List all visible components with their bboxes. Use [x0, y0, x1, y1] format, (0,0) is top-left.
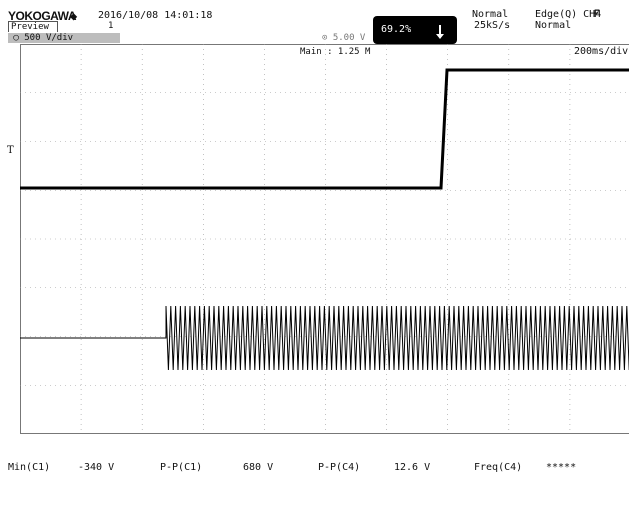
measure-label-1: Min(C1) [8, 462, 51, 473]
measurement-bar: Min(C1) -340 V P-P(C1) 680 V P-P(C4) 12.… [0, 462, 629, 476]
measure-value-4: ***** [546, 462, 577, 473]
waveform-display[interactable]: ≡ [20, 44, 629, 434]
channel-scale: 500 V/div [24, 33, 74, 43]
diamond-icon: ◆ [70, 9, 78, 23]
trigger-level-marker: T [7, 145, 14, 156]
measure-value-3: 12.6 V [394, 462, 431, 473]
channel-scale-bar[interactable]: ◯ 500 V/div [8, 33, 120, 43]
preview-tab[interactable]: Preview [8, 21, 58, 32]
graticule [20, 44, 629, 434]
trace-ch1 [20, 68, 629, 190]
zoom-badge[interactable]: 69.2% [373, 16, 457, 44]
rising-edge-icon: ғ [593, 6, 601, 21]
trace-ch4 [20, 305, 629, 371]
measure-label-2: P-P(C1) [160, 462, 203, 473]
trigger-label: Edge(Q) CH4 [535, 9, 602, 20]
trigger-mode: Normal [535, 20, 572, 31]
sample-rate: 25kS/s [474, 20, 511, 31]
brand-logo: YOKOGAWA [8, 9, 77, 23]
measure-label-3: P-P(C4) [318, 462, 361, 473]
datetime: 2016/10/08 14:01:18 [98, 10, 213, 21]
acquisition-mode: Normal [472, 9, 509, 20]
measure-value-2: 680 V [243, 462, 274, 473]
measure-label-4: Freq(C4) [474, 462, 523, 473]
channel-scale-right-value: 5.00 V [332, 33, 366, 43]
main-record-length: Main : 1.25 M [300, 47, 371, 57]
channel-icon: ◯ [8, 33, 25, 43]
timebase: 200ms/div [574, 46, 629, 57]
zoom-percent: 69.2% [381, 24, 412, 35]
channel-scale-right: ⊙ 5.00 V [322, 33, 366, 43]
preview-number: 1 [108, 21, 114, 31]
measure-value-1: -340 V [78, 462, 115, 473]
cursor-arrow-icon [436, 25, 444, 39]
graticule-border [20, 44, 629, 434]
